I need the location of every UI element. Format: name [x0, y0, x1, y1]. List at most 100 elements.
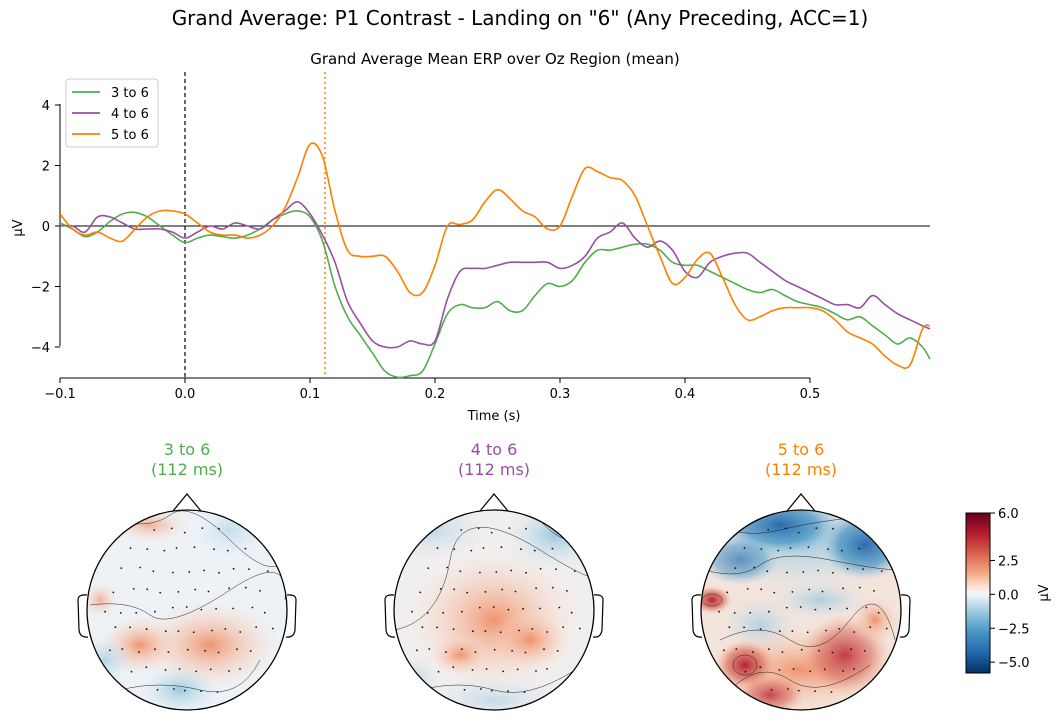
- electrode-dot: [556, 650, 559, 652]
- electrode-dot: [471, 630, 474, 633]
- electrode-dot: [445, 651, 447, 653]
- electrode-dot: [218, 527, 220, 530]
- electrode-dot: [437, 670, 440, 673]
- electrode-dot: [777, 549, 780, 552]
- electrode-dot: [244, 547, 247, 550]
- electrode-dot: [735, 648, 738, 650]
- electrode-dot: [768, 610, 770, 613]
- topomap-title-4to6-line1: 4 to 6: [470, 440, 518, 459]
- electrode-dot: [784, 527, 787, 530]
- electrode-dot: [838, 628, 841, 630]
- electrode-dot: [145, 628, 148, 631]
- electrode-dot: [535, 587, 537, 590]
- electrode-dot: [188, 571, 191, 573]
- electrode-dot: [213, 548, 215, 551]
- electrode-dot: [218, 571, 220, 574]
- electrode-dot: [829, 607, 831, 610]
- electrode-dot: [523, 691, 526, 693]
- electrode-dot: [474, 651, 477, 653]
- electrode-dot: [192, 631, 195, 634]
- electrode-dot: [543, 648, 545, 651]
- electrode-dot: [880, 570, 883, 572]
- electrode-dot: [249, 650, 252, 652]
- electrode-dot: [785, 606, 788, 609]
- electrode-dot: [171, 606, 174, 609]
- electrode-dot: [263, 611, 266, 614]
- electrode-dot: [885, 627, 888, 630]
- electrode-dot: [773, 591, 776, 594]
- electrode-dot: [248, 568, 250, 570]
- electrode-dot: [499, 631, 502, 634]
- electrode-dot: [501, 588, 504, 591]
- electrode-dot: [416, 649, 418, 652]
- electrode-dot: [477, 527, 480, 530]
- electrode-dot: [153, 529, 156, 531]
- y-tick-label: −4: [31, 341, 50, 356]
- electrode-dot: [749, 611, 752, 614]
- electrode-dot: [224, 628, 227, 630]
- electrode-dot: [815, 527, 818, 529]
- electrode-dot: [215, 607, 218, 610]
- y-tick-label: 0: [42, 220, 50, 235]
- electrode-dot: [759, 666, 762, 669]
- electrode-dot: [183, 689, 186, 692]
- electrode-dot: [863, 650, 866, 652]
- electrode-dot: [427, 567, 430, 569]
- electrode-dot: [244, 586, 247, 589]
- topomap-4to6: [384, 493, 604, 711]
- electrode-dot: [173, 688, 175, 690]
- electrode-dot: [514, 590, 517, 593]
- legend-label: 5 to 6: [111, 128, 149, 143]
- electrode-dot: [259, 590, 261, 592]
- electrode-dot: [862, 568, 864, 570]
- electrode-dot: [442, 611, 445, 614]
- electrode-dot: [251, 606, 254, 609]
- electrode-dot: [809, 670, 812, 673]
- electrode-dot: [791, 630, 794, 632]
- electrode-dot: [255, 626, 258, 628]
- right-ear-icon: [899, 594, 911, 638]
- electrode-dot: [726, 591, 729, 594]
- legend: 3 to 6 4 to 6 5 to 6: [65, 78, 159, 148]
- series-line-1: [60, 201, 931, 349]
- series-line-0: [60, 210, 931, 379]
- electrode-dot: [193, 546, 196, 549]
- x-tick-label: 0.5: [800, 387, 821, 402]
- electrode-dot: [562, 626, 565, 628]
- legend-box: [65, 78, 159, 148]
- electrode-dot: [156, 688, 159, 691]
- electrode-dot: [818, 649, 820, 652]
- electrode-dot: [145, 666, 148, 669]
- electrode-dot: [493, 648, 496, 651]
- electrode-dot: [502, 670, 505, 673]
- electrode-dot: [760, 548, 763, 550]
- electrode-dot: [558, 606, 561, 609]
- topomap-title-3to6-line1: 3 to 6: [163, 440, 211, 459]
- electrode-dot: [419, 591, 422, 594]
- electrode-dot: [842, 587, 844, 590]
- electrode-dot: [744, 670, 747, 673]
- electrode-dot: [159, 591, 162, 594]
- figure-title: Grand Average: P1 Contrast - Landing on …: [171, 6, 869, 30]
- electrode-dot: [831, 651, 834, 654]
- electrode-dot: [546, 631, 549, 633]
- electrode-dot: [873, 590, 875, 592]
- electrode-dot: [495, 571, 498, 573]
- nose-icon: [786, 493, 816, 512]
- electrode-dot: [479, 571, 481, 574]
- electrode-dot: [203, 569, 206, 572]
- electrode-dot: [154, 648, 156, 651]
- electrode-dot: [551, 586, 554, 589]
- electrode-dot: [478, 606, 481, 609]
- electrode-dot: [743, 547, 746, 549]
- electrode-dot: [551, 547, 554, 550]
- electrode-dot: [832, 571, 834, 574]
- electrode-dot: [130, 670, 133, 673]
- topomap-title-4to6-line2: (112 ms): [457, 460, 531, 479]
- electrode-dot: [573, 570, 576, 572]
- x-tick-label: 0.3: [550, 387, 571, 402]
- colorbar-tick-label: 0.0: [998, 588, 1019, 603]
- electrode-dot: [753, 566, 756, 569]
- colorbar-gradient: [965, 512, 991, 674]
